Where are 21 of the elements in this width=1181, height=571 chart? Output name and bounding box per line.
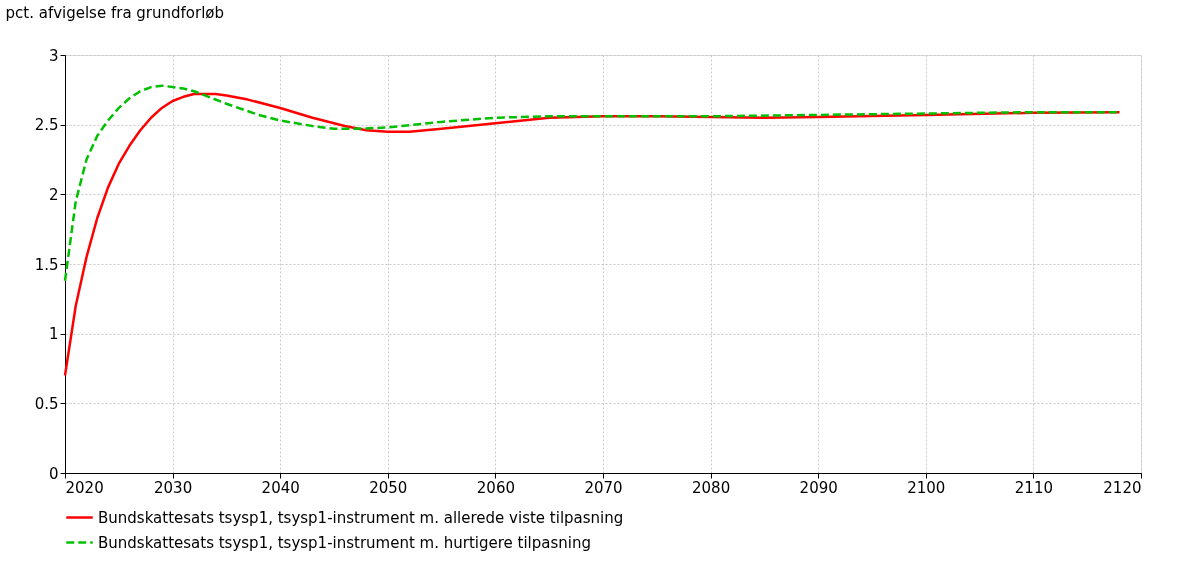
legend-label: Bundskattesats tsysp1, tsysp1-instrument m. hurtigere tilpasning (98, 533, 592, 552)
x-tick-label: 2070 (584, 478, 623, 497)
x-tick-label: 2080 (692, 478, 731, 497)
x-tick-label: 2110 (1014, 478, 1053, 497)
x-tick-label: 2120 (1103, 478, 1142, 497)
y-tick-label: 1 (48, 325, 59, 344)
x-tick-label: 2020 (65, 478, 104, 497)
x-tick-label: 2040 (261, 478, 300, 497)
x-tick-label: 2050 (369, 478, 408, 497)
y-tick-label: 3 (48, 46, 59, 65)
x-tick-label: 2030 (154, 478, 193, 497)
y-tick-label: 1.5 (34, 255, 59, 274)
y-tick-label: 2 (48, 185, 59, 204)
x-tick-label: 2060 (476, 478, 515, 497)
legend-label: Bundskattesats tsysp1, tsysp1-instrument m. allerede viste tilpasning (98, 508, 624, 527)
y-tick-label: 2.5 (34, 116, 59, 135)
y-axis-title: pct. afvigelse fra grundforløb (5, 3, 225, 22)
y-tick-label: 0.5 (34, 394, 59, 413)
y-tick-label: 0 (48, 464, 59, 483)
x-tick-label: 2100 (907, 478, 946, 497)
x-tick-label: 2090 (799, 478, 838, 497)
